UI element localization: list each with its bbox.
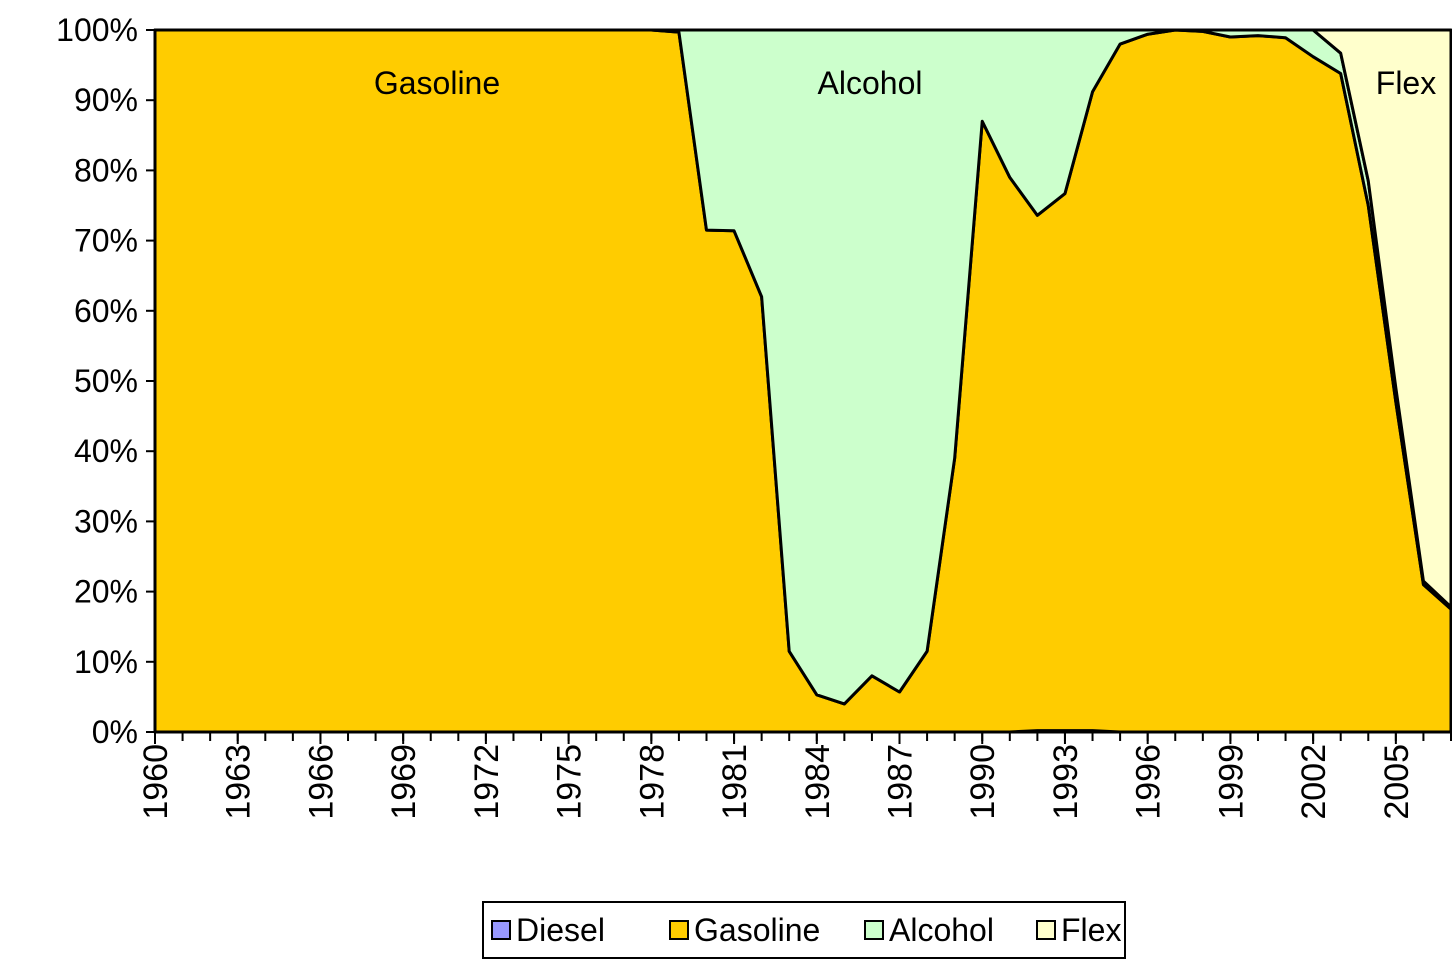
annotation: Alcohol [818,65,923,101]
x-tick-label: 1996 [1130,744,1168,820]
y-tick-label: 100% [56,12,138,48]
y-tick-label: 20% [74,574,138,610]
y-tick-label: 30% [74,503,138,539]
x-tick-label: 1987 [882,744,920,820]
legend-label: Gasoline [694,912,820,948]
x-tick-label: 2002 [1295,744,1333,820]
x-tick-label: 1984 [799,744,837,820]
legend-swatch [1036,920,1056,940]
legend: Diesel Gasoline Alcohol Flex [482,901,1126,959]
legend-label: Diesel [516,912,605,948]
y-tick-label: 90% [74,82,138,118]
y-tick-label: 0% [92,714,138,750]
legend-label: Alcohol [889,912,994,948]
x-tick-label: 1999 [1212,744,1250,820]
x-tick-label: 1981 [716,744,754,820]
y-tick-label: 70% [74,223,138,259]
legend-swatch [864,920,884,940]
legend-box [482,901,1126,959]
legend-label: Flex [1061,912,1121,948]
x-tick-label: 1969 [385,744,423,820]
y-tick-label: 60% [74,293,138,329]
x-tick-label: 1966 [302,744,340,820]
legend-swatch [491,920,511,940]
x-tick-label: 1963 [220,744,258,820]
y-tick-label: 10% [74,644,138,680]
y-tick-label: 80% [74,152,138,188]
x-tick-label: 2005 [1378,744,1416,820]
y-tick-label: 50% [74,363,138,399]
x-tick-label: 1972 [468,744,506,820]
legend-swatch [669,920,689,940]
x-tick-label: 1975 [551,744,589,820]
y-tick-label: 40% [74,433,138,469]
area [153,28,1452,609]
x-tick-label: 1978 [633,744,671,820]
x-tick-label: 1993 [1047,744,1085,820]
x-tick-label: 1960 [137,744,175,820]
annotation: Gasoline [374,65,500,101]
annotation: Flex [1376,65,1436,101]
x-tick-label: 1990 [964,744,1002,820]
